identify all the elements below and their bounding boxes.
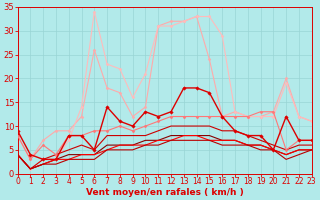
X-axis label: Vent moyen/en rafales ( km/h ): Vent moyen/en rafales ( km/h ) (86, 188, 244, 197)
